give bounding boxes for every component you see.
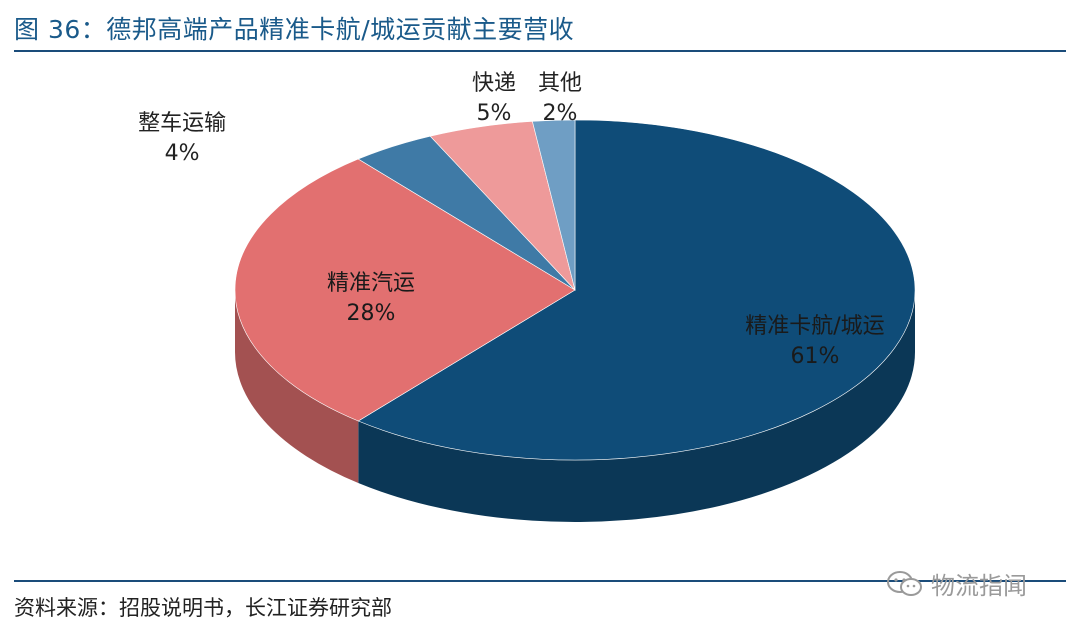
bottom-divider (14, 580, 1066, 582)
top-divider (14, 50, 1066, 52)
pie-slice-0 (357, 119, 916, 461)
wechat-icon (887, 570, 922, 596)
slice-label-0: 精准卡航/城运 (745, 314, 884, 339)
slice-value-3: 5% (477, 101, 512, 126)
slice-value-4: 2% (543, 101, 578, 126)
pie-side-1-0 (235, 290, 359, 483)
slice-value-2: 4% (165, 141, 200, 166)
slice-label-1: 精准汽运 (327, 271, 415, 296)
watermark: 物流指闻 (885, 566, 1027, 601)
pie-slice-1 (234, 158, 576, 422)
pie-side-0-0 (358, 290, 915, 522)
watermark-text: 物流指闻 (931, 572, 1027, 600)
figure-title: 图 36：德邦高端产品精准卡航/城运贡献主要营收 (14, 15, 575, 44)
slice-value-1: 28% (347, 301, 396, 326)
source-note: 资料来源：招股说明书，长江证券研究部 (14, 596, 392, 620)
slice-label-4: 其他 (538, 71, 582, 96)
slice-value-0: 61% (790, 344, 839, 369)
slice-label-3: 快递 (472, 71, 516, 96)
pie-slice-4 (532, 119, 576, 291)
slice-label-2: 整车运输 (138, 111, 226, 136)
pie-chart: 精准卡航/城运 61% 精准汽运 28% 整车运输 4% 快递 5% 其他 2% (138, 71, 916, 522)
